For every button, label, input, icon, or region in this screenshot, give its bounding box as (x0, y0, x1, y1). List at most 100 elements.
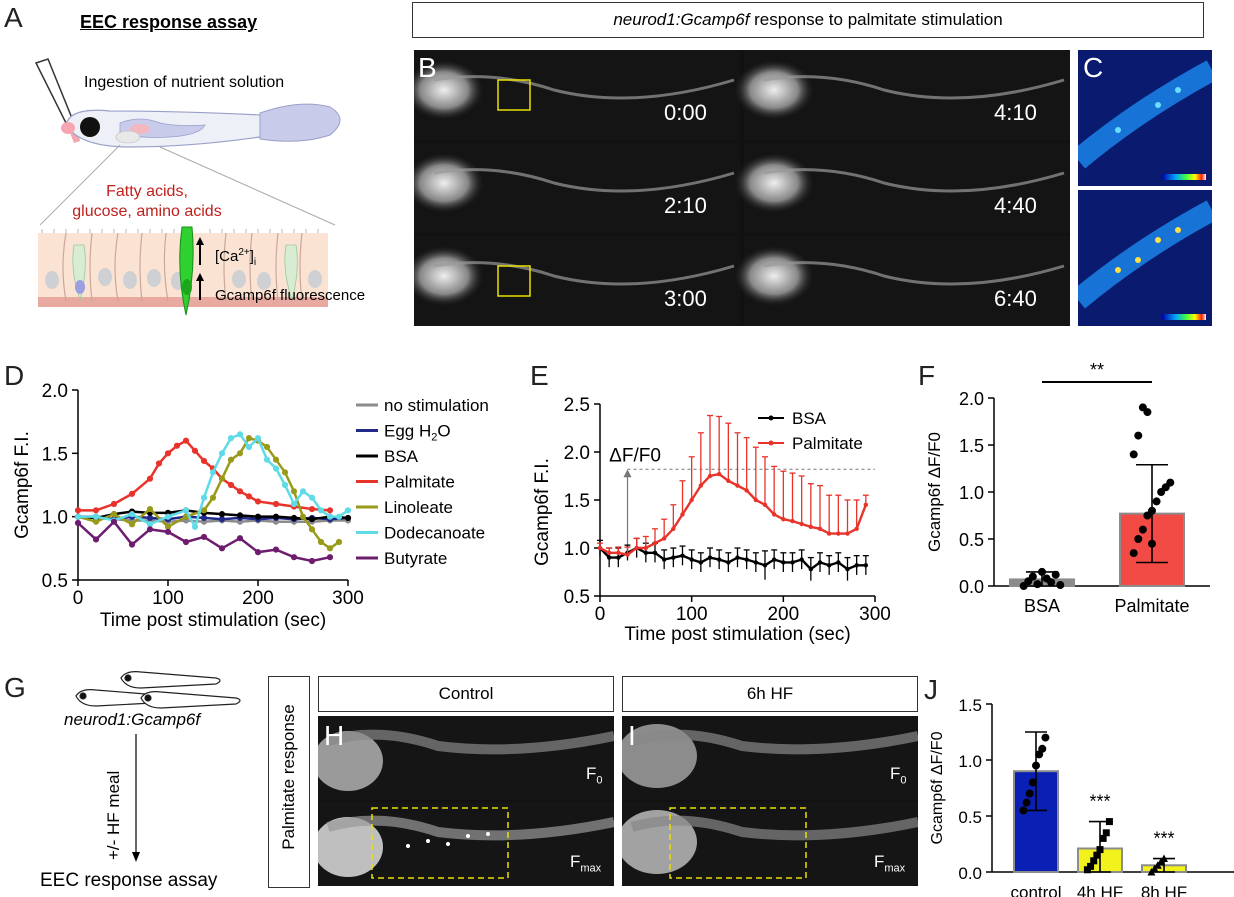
h-f0-label: F0 (586, 764, 603, 787)
legend-marker (768, 440, 774, 446)
data-point (1087, 862, 1095, 870)
data-point (661, 536, 667, 541)
x-tick-label: 200 (242, 588, 274, 609)
data-point (1099, 834, 1107, 842)
data-point (290, 500, 298, 508)
data-point (326, 554, 334, 561)
data-point (263, 443, 271, 451)
data-point (236, 512, 244, 519)
y-tick-label: 2.5 (564, 395, 590, 416)
data-point (625, 552, 630, 557)
x-tick-label: 100 (676, 604, 708, 625)
data-point (790, 560, 795, 565)
data-point (245, 443, 253, 451)
data-point (1033, 580, 1042, 589)
data-point (1047, 578, 1056, 587)
panel-h-images: F0 Fmax (318, 716, 614, 886)
panel-g-assay-label: EEC response assay (40, 870, 218, 891)
calcium-sup: 2+ (238, 247, 250, 258)
data-point (680, 512, 685, 517)
data-point (128, 521, 136, 528)
data-point (326, 507, 334, 514)
y-tick-label: 1.5 (959, 436, 984, 456)
panel-i-header: 6h HF (622, 676, 918, 712)
panel-g-arrow (132, 734, 140, 862)
data-point (128, 541, 136, 548)
x-axis-label: Time post stimulation (sec) (624, 624, 850, 645)
calcium-text: [Ca (215, 248, 239, 265)
data-point (753, 560, 759, 565)
data-point (344, 507, 352, 514)
data-point (1025, 789, 1034, 798)
series-line (599, 546, 866, 571)
panel-c-heatmap (1078, 50, 1212, 326)
data-point (263, 456, 271, 463)
x-tick-label: 0 (595, 604, 606, 625)
data-point (1129, 549, 1138, 558)
data-point (326, 545, 334, 552)
y-tick-label: 2.0 (564, 443, 590, 464)
data-point (182, 507, 190, 514)
data-point (92, 536, 100, 543)
data-point (335, 538, 343, 546)
data-point (326, 513, 334, 520)
data-point (716, 471, 722, 477)
panel-b-header-rest: response to palmitate stimulation (749, 10, 1003, 29)
data-point (218, 511, 226, 518)
panel-letter-d: D (4, 360, 25, 391)
data-point (808, 566, 814, 572)
data-point (164, 450, 172, 457)
data-point (308, 526, 316, 533)
data-point (1166, 478, 1175, 487)
data-point (200, 494, 208, 501)
x-category-label: control (1010, 883, 1061, 897)
data-point (236, 431, 244, 438)
legend-label: BSA (792, 409, 827, 428)
nutrients-line2: glucose, amino acids (72, 203, 222, 220)
legend-marker (768, 415, 774, 421)
data-point (110, 518, 118, 525)
data-point (74, 507, 82, 514)
data-point (290, 514, 298, 522)
y-tick-label: 0.0 (958, 864, 982, 883)
timestamp-4: 4:40 (994, 193, 1037, 218)
panel-d-chart: 0.5 1.0 1.5 2.0 0 100 200 300 Time post stimulat… (12, 381, 489, 631)
data-point (299, 488, 307, 495)
data-point (218, 475, 226, 482)
data-point (1102, 829, 1110, 837)
data-point (272, 456, 280, 463)
data-point (335, 513, 343, 520)
data-point (1038, 744, 1047, 753)
data-point (652, 541, 658, 546)
data-point (1129, 450, 1138, 459)
data-point (254, 435, 262, 442)
series-line (599, 472, 867, 557)
roi-box-1 (497, 79, 531, 111)
panel-letter-b: B (418, 52, 437, 83)
panel-a-schematic (34, 58, 341, 316)
data-point (110, 511, 118, 518)
panel-b-images: 0:00 4:10 2:10 4:40 3:00 6:40 (414, 50, 1070, 326)
panel-a-ingestion-label: Ingestion of nutrient solution (84, 74, 285, 91)
data-point (308, 516, 316, 523)
data-point (643, 545, 649, 551)
data-point (164, 513, 172, 520)
data-point (680, 553, 685, 558)
y-tick-label: 0.5 (564, 587, 590, 608)
data-point (245, 493, 253, 500)
y-tick-label: 1.0 (42, 508, 68, 529)
data-point (272, 513, 280, 520)
data-point (1019, 806, 1028, 815)
h-fmax-label: Fmax (570, 852, 602, 875)
data-point (236, 488, 244, 495)
data-point (128, 511, 136, 518)
data-point (799, 521, 804, 527)
data-point (146, 526, 154, 533)
data-point (236, 535, 244, 542)
data-point (146, 514, 154, 522)
data-point (254, 513, 262, 520)
data-point (762, 563, 768, 568)
data-point (1148, 506, 1156, 515)
data-point (744, 557, 749, 562)
legend-label: Dodecanoate (384, 524, 485, 543)
